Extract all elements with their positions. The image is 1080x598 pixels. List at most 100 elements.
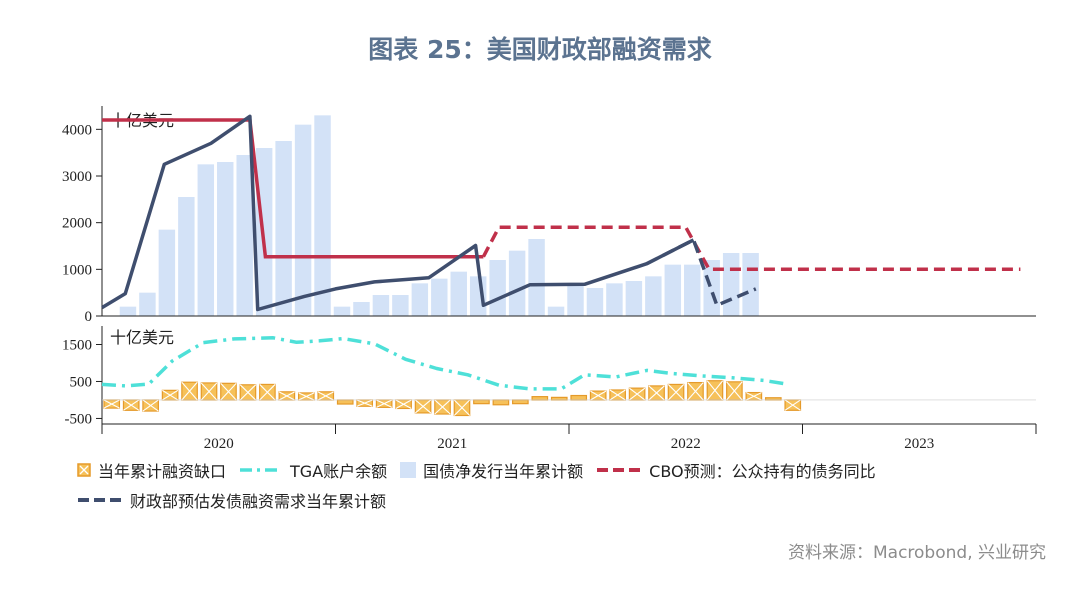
funding-gap-bar-rect [336,399,354,405]
funding-gap-bar [259,383,276,401]
funding-gap-bar-cross [590,390,607,401]
funding-gap-bar-rect [531,396,549,401]
funding-gap-bar [589,390,607,401]
funding-gap-bar-cross [726,381,743,401]
funding-gap-bar-rect [512,399,529,405]
net-issuance-bar [742,253,759,316]
bottom-y-tick-label: 1500 [62,337,92,353]
funding-gap-bar-rect [473,399,490,405]
legend-cbo-label: CBO预测：公众持有的债务同比 [649,462,876,481]
top-y-tick-label: 3000 [62,169,92,185]
top-y-tick-label: 1000 [62,262,92,278]
net-issuance-bar [353,302,370,316]
funding-gap-bar-cross [142,399,159,412]
funding-gap-bar [726,381,743,401]
funding-gap-bar [375,399,393,408]
funding-gap-bar [512,399,529,405]
funding-gap-bar-cross [103,399,120,409]
net-issuance-bar [606,283,623,316]
bottom-y-tick-label: 500 [70,374,93,390]
bottom-y-tick-label: -500 [65,411,93,427]
net-issuance-bar [236,155,253,316]
net-issuance-bar [431,278,448,316]
net-issuance-bar [586,288,604,316]
net-issuance-bar [314,115,331,316]
x-axis-year-label: 2022 [671,436,701,452]
net-issuance-bar [158,229,176,316]
funding-gap-bar-cross [629,387,646,401]
net-issuance-bar [684,264,701,316]
funding-gap-bar-cross [687,382,704,401]
legend-gap: 当年累计融资缺口 [76,458,226,482]
funding-gap-bar [181,381,198,401]
funding-gap-bar [570,394,588,401]
net-issuance-bar [645,276,662,316]
funding-gap-bar [356,399,374,407]
funding-gap-bar [492,399,510,406]
treasury-need-forecast-line [646,237,757,308]
treasury-need-line [101,114,695,312]
funding-gap-bar [336,399,354,405]
net-issuance-bar [372,295,390,316]
cbo-line [102,118,484,259]
funding-gap-bar-cross [298,392,315,401]
funding-gap-bar-cross [376,399,393,408]
funding-gap-bar [628,387,646,401]
funding-gap-bar-cross [609,389,626,401]
tga-balance-line [101,336,788,391]
legend-tga: TGA账户余额 [238,458,387,482]
funding-gap-bar-cross [648,385,665,401]
net-issuance-bar [664,264,682,316]
funding-gap-bar [297,392,315,401]
net-issuance-bar [489,260,506,316]
funding-gap-bar-cross [278,391,295,401]
funding-gap-bar [278,391,296,401]
funding-gap-bar-cross [181,381,198,401]
funding-gap-bar-cross [123,399,140,411]
legend-tga-label: TGA账户余额 [290,462,388,481]
top-y-tick-label: 2000 [62,216,92,232]
funding-gap-bar [667,383,685,401]
funding-gap-bar [414,399,432,414]
funding-gap-bar [764,397,782,401]
net-issuance-bar [722,253,740,316]
legend-gap-label: 当年累计融资缺口 [98,462,227,481]
funding-gap-bar-cross [434,399,451,415]
net-issuance-bar [294,124,312,317]
funding-gap-bar [200,382,218,401]
net-issuance-bar [567,285,584,316]
net-issuance-bar [139,292,156,316]
funding-gap-bar [648,385,665,401]
x-axis-year-label: 2020 [204,436,234,452]
funding-gap-bar-cross [395,399,412,409]
funding-gap-bar-cross [667,384,685,401]
funding-gap-bar-cross [200,382,218,401]
net-issuance-bar [528,239,545,316]
legend-cbo: CBO预测：公众持有的债务同比 [595,458,876,482]
funding-gap-bar [473,399,490,405]
x-axis: 2020 2021 2022 2023 [101,423,1037,452]
net-issuance-bar [217,162,234,316]
funding-gap-bar-rect [570,394,588,401]
net-issuance-bar [197,164,215,316]
net-issuance-bar [275,141,292,316]
x-axis-year-label: 2023 [904,436,934,452]
funding-gap-bar [317,391,335,401]
legend-need: 财政部预估发债融资需求当年累计额 [76,488,386,512]
net-issuance-bar [119,306,137,316]
funding-gap-bar [687,381,704,401]
top-y-tick-label: 4000 [62,122,92,138]
funding-gap-bar-cross [162,389,179,401]
funding-gap-bar [434,399,451,415]
funding-gap-bar [161,389,179,401]
chart-title: 图表 25：美国财政部融资需求 [368,35,712,64]
bottom-unit-label: 十亿美元 [110,328,174,347]
funding-gap-bar-cross [317,391,334,401]
x-axis-year-label: 2021 [437,436,467,452]
source-note: 资料来源：Macrobond, 兴业研究 [787,543,1046,563]
net-issuance-bar [508,250,526,316]
funding-gap-bar [142,399,159,412]
funding-gap-bar [395,399,412,410]
